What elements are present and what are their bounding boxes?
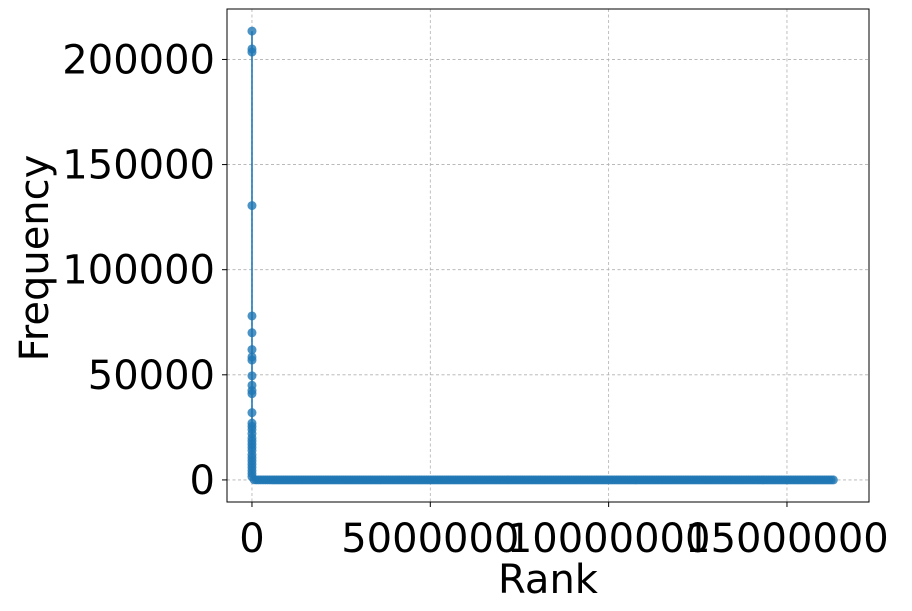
grid [227,9,869,502]
y-tick-label: 150000 [62,143,215,189]
data-point [247,328,257,338]
data-point [247,371,257,381]
x-tick-label: 15000000 [685,516,889,562]
x-tick-label: 5000000 [341,516,519,562]
data-point [247,345,257,355]
data-point [247,201,257,211]
data-point [828,475,838,485]
data-point [247,47,257,57]
data-point [247,389,257,399]
y-axis-label: Frequency [12,155,58,362]
data-point [247,408,257,418]
y-tick-label: 200000 [62,37,215,83]
data-series [247,26,838,485]
x-tick-label: 10000000 [507,516,711,562]
data-point [247,26,257,36]
y-tick-label: 100000 [62,248,215,294]
data-point [247,311,257,321]
y-tick-label: 0 [190,458,215,504]
x-tick-label: 0 [239,516,264,562]
plot-frame [226,8,870,503]
y-tick-label: 50000 [88,353,215,399]
data-point [247,355,257,365]
x-axis-label: Rank [498,557,599,603]
series-line [250,31,834,481]
